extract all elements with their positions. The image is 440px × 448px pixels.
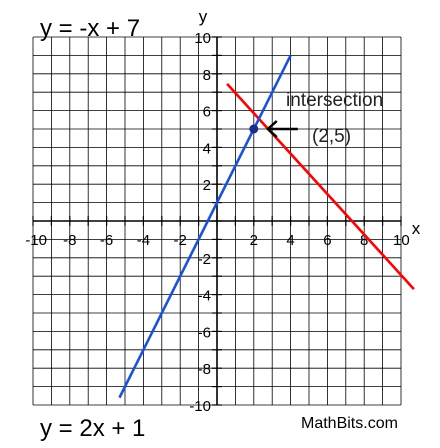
x-tick-label: 6: [323, 232, 331, 249]
x-tick-label: -8: [63, 232, 76, 249]
x-tick-label: -10: [25, 232, 47, 249]
points: [249, 125, 258, 134]
y-tick-label: -10: [189, 398, 211, 415]
intersection-point-label: (2,5): [312, 126, 351, 147]
y-tick-label: 4: [203, 140, 211, 157]
x-tick-label: -6: [100, 232, 113, 249]
y-tick-label: 6: [203, 104, 211, 121]
y-tick-label: 10: [194, 30, 211, 47]
y-tick-label: 8: [203, 67, 211, 84]
source-credit: MathBits.com: [301, 415, 398, 432]
intersection-point: [249, 125, 258, 134]
x-tick-label: -2: [174, 232, 187, 249]
x-tick-label: 2: [250, 232, 258, 249]
y-tick-label: 2: [203, 177, 211, 194]
x-tick-label: 4: [286, 232, 294, 249]
red-line-series: [227, 84, 414, 289]
y-tick-label: -8: [198, 361, 211, 378]
left-arrow-icon: [268, 121, 298, 137]
y-tick-label: -2: [198, 251, 211, 268]
x-tick-label: 10: [393, 232, 410, 249]
blue-line-equation: y = 2x + 1: [40, 415, 145, 442]
y-tick-label: -4: [198, 288, 211, 305]
y-axis-label: y: [199, 7, 208, 26]
intersection-annotation: intersection: [286, 90, 383, 111]
x-tick-label: -4: [137, 232, 150, 249]
x-axis-label: x: [412, 219, 421, 238]
red-line-equation: y = -x + 7: [40, 15, 140, 42]
y-tick-label: -6: [198, 324, 211, 341]
